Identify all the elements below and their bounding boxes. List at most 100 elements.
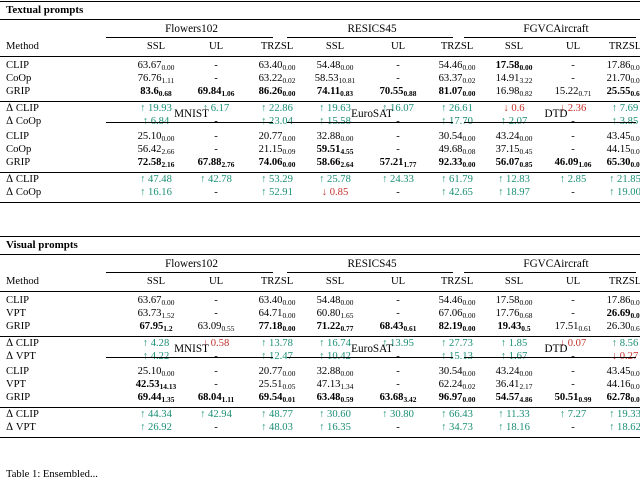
delta-cell: -	[571, 116, 575, 128]
table-cell: 63.480.59	[317, 392, 354, 404]
subcolumn-header: UL	[565, 276, 581, 287]
delta-cell: ↑ 16.74	[319, 338, 351, 350]
cell-std: 0.00	[282, 324, 296, 333]
cell-std: 0.55	[221, 324, 235, 333]
arrow-up-icon: ↑	[140, 103, 146, 114]
delta-value: 0.6	[508, 103, 525, 114]
cell-value: -	[214, 379, 218, 390]
cell-value: -	[396, 73, 400, 84]
arrow-up-icon: ↑	[140, 422, 146, 433]
cell-std: 0.00	[519, 298, 533, 307]
table-cell: 25.100.00	[138, 131, 175, 143]
cell-value: -	[571, 308, 575, 319]
arrow-down-icon: ↓	[559, 338, 566, 349]
delta-value: 16.16	[145, 187, 172, 198]
delta-cell: ↑ 26.92	[140, 422, 172, 434]
cell-std: 2.16	[161, 160, 175, 169]
method-header: Method	[6, 276, 39, 287]
cell-std: 14.13	[159, 382, 177, 391]
table-cell: 19.430.5	[497, 321, 530, 333]
cell-std: 0.00	[630, 63, 640, 72]
table-cell: 71.220.77	[317, 321, 354, 333]
cell-value: 60.80	[316, 308, 341, 319]
table-cell: 67.060.00	[439, 308, 476, 320]
table-cell: 63.683.42	[380, 392, 417, 404]
delta-rule	[0, 172, 640, 173]
table-cell: -	[396, 60, 400, 72]
cell-value: 50.51	[554, 392, 579, 403]
cell-value: 59.51	[316, 144, 341, 155]
delta-method: CLIP	[13, 103, 39, 114]
delta-label: Δ VPT	[6, 422, 36, 434]
table-cell: 30.540.00	[439, 131, 476, 143]
method-name: CLIP	[6, 131, 29, 142]
arrow-down-icon: ↓	[559, 103, 566, 114]
delta-value: 30.80	[387, 409, 414, 420]
cell-std: 1.35	[161, 395, 175, 404]
delta-value: 8.56	[617, 338, 639, 349]
cell-std: 0.00	[519, 63, 533, 72]
delta-cell: ↑ 4.22	[143, 351, 169, 363]
delta-value: 16.07	[387, 103, 414, 114]
table-cell: -	[396, 366, 400, 378]
dataset-name: FGVCAircraft	[523, 23, 589, 35]
arrow-up-icon: ↑	[319, 116, 325, 127]
delta-method: CLIP	[13, 409, 39, 420]
cell-value: 81.07	[438, 86, 463, 97]
cell-std: 0.00	[462, 311, 476, 320]
dataset-name: MNIST	[174, 343, 209, 355]
cell-value: 17.86	[606, 60, 631, 71]
delta-cell: ↑ 2.07	[501, 116, 527, 128]
cell-std: 0.00	[282, 311, 296, 320]
dataset-rule	[106, 122, 273, 123]
cell-std: 0.00	[630, 298, 640, 307]
delta-label: Δ CLIP	[6, 174, 39, 186]
dataset-rule	[464, 357, 636, 358]
arrow-up-icon: ↑	[200, 409, 206, 420]
table-cell: 17.860.00	[607, 295, 640, 307]
dataset-name: DTD	[544, 343, 568, 355]
delta-cell: ↑ 26.61	[441, 103, 473, 115]
cell-std: 2.17	[519, 382, 533, 391]
arrow-up-icon: ↑	[140, 187, 146, 198]
delta-label: Δ CLIP	[6, 409, 39, 421]
cell-std: 0.00	[161, 134, 175, 143]
cell-value: 17.58	[495, 60, 520, 71]
table-cell: -	[214, 295, 218, 307]
delta-icon: Δ	[6, 116, 14, 127]
dataset-rule	[287, 357, 453, 358]
delta-cell: ↑ 11.33	[498, 409, 529, 421]
table-cell: 86.260.00	[258, 86, 296, 98]
cell-std: 0.01	[630, 160, 640, 169]
table-cell: -	[214, 379, 218, 391]
section-title: Visual prompts	[6, 239, 78, 251]
cell-value: 72.58	[137, 157, 162, 168]
delta-value: 4.28	[148, 338, 170, 349]
delta-value: 42.65	[446, 187, 473, 198]
table-cell: 82.190.00	[439, 321, 476, 333]
cell-std: 0.00	[462, 324, 476, 333]
cell-value: -	[214, 131, 218, 142]
arrow-up-icon: ↑	[382, 338, 388, 349]
delta-icon: Δ	[6, 103, 14, 114]
delta-cell: ↑ 30.60	[319, 409, 351, 421]
table-cell: -	[214, 144, 218, 156]
cell-value: 43.45	[606, 131, 631, 142]
cell-std: 1.2	[163, 324, 173, 333]
delta-icon: Δ	[6, 409, 14, 420]
delta-value: 12.47	[266, 351, 293, 362]
arrow-up-icon: ↑	[319, 351, 325, 362]
delta-cell: ↑ 6.17	[203, 103, 229, 115]
delta-value: 25.78	[324, 174, 351, 185]
table-cell: 63.670.00	[138, 295, 175, 307]
delta-cell: ↑ 13.95	[382, 338, 414, 350]
arrow-down-icon: ↓	[321, 187, 328, 198]
delta-value: 15.13	[446, 351, 473, 362]
delta-value: 44.34	[145, 409, 172, 420]
cell-std: 0.05	[630, 76, 640, 85]
cell-value: 86.26	[258, 86, 283, 97]
delta-method: CLIP	[13, 174, 39, 185]
delta-value: 42.94	[205, 409, 232, 420]
arrow-down-icon: ↓	[611, 351, 618, 362]
delta-cell: ↑ 42.94	[200, 409, 232, 421]
